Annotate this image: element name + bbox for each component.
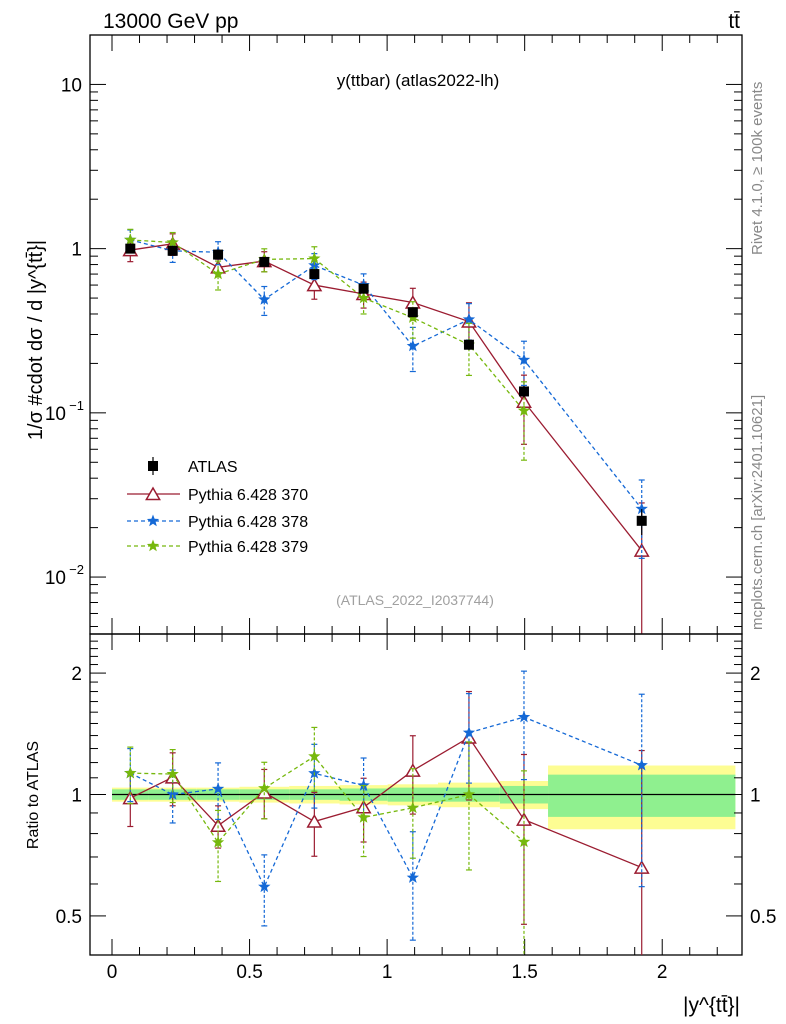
ratio-series-marker <box>462 788 476 800</box>
data-point <box>407 307 418 318</box>
ratio-series-marker <box>166 767 179 780</box>
ratio-series-marker <box>166 788 179 800</box>
ratio-y-tick-label-right: 1 <box>750 786 761 807</box>
header-left-label: 13000 GeV pp <box>103 10 238 33</box>
ratio-series-marker <box>635 758 648 771</box>
series-marker <box>166 236 179 248</box>
ratio-series-marker <box>462 726 476 738</box>
series-marker <box>517 404 531 416</box>
ratio-series-marker <box>357 811 370 823</box>
x-tick-label: 1 <box>382 962 393 983</box>
series-marker <box>308 258 321 271</box>
ratio-series-line <box>130 716 642 889</box>
data-point <box>259 256 270 267</box>
series-marker <box>211 267 225 280</box>
data-point <box>125 243 136 254</box>
ratio-series-marker <box>517 710 531 723</box>
ratio-series-marker <box>258 880 271 893</box>
legend-label: Pythia 6.428 379 <box>188 539 308 556</box>
series-0 <box>122 233 650 634</box>
ratio-series-marker <box>406 871 419 883</box>
y-axis-label: 1/σ #cdot dσ / d |y^{tt̄}| <box>25 240 47 440</box>
data-point <box>518 386 529 397</box>
legend-marker <box>146 514 160 527</box>
header-right-label: tt̄ <box>728 10 740 33</box>
series-marker <box>306 277 323 292</box>
ratio-y-tick-label-right: 0.5 <box>750 907 776 928</box>
y-tick-exponent: −1 <box>69 398 84 413</box>
legend-marker <box>145 486 161 501</box>
ratio-series-marker <box>124 766 137 779</box>
ratio-series-line <box>130 736 642 869</box>
ratio-y-tick-label: 0.5 <box>56 907 82 928</box>
legend-label: Pythia 6.428 370 <box>188 487 308 504</box>
ratio-y-axis-label: Ratio to ATLAS <box>25 741 42 849</box>
x-tick-label: 0 <box>107 962 118 983</box>
ratio-y-tick-label: 1 <box>71 786 82 807</box>
ratio-series-marker <box>517 835 531 848</box>
series-marker <box>258 293 271 305</box>
ratio-y-tick-label: 2 <box>71 664 82 685</box>
series-marker <box>635 502 648 515</box>
ratio-y-tick-label-right: 2 <box>750 664 761 685</box>
x-tick-label: 2 <box>657 962 668 983</box>
series-marker <box>357 291 370 304</box>
data-point <box>463 339 474 350</box>
y-tick-label: 10 <box>45 568 66 589</box>
y-tick-label: 1 <box>71 240 82 261</box>
series-marker <box>124 233 137 246</box>
series-marker <box>406 339 419 352</box>
data-point <box>309 269 320 280</box>
series-marker <box>308 252 321 264</box>
chart-title: y(ttbar) (atlas2022-lh) <box>337 71 500 90</box>
ratio-series-marker <box>406 801 419 814</box>
data-point <box>213 249 224 260</box>
data-point <box>167 245 178 256</box>
x-axis-label: |y^{tt̄}| <box>683 994 740 1017</box>
ratio-series-marker <box>211 835 225 848</box>
rivet-version-label: Rivet 4.1.0, ≥ 100k events <box>749 82 766 255</box>
ratio-series-marker <box>516 812 532 826</box>
legend-label: Pythia 6.428 378 <box>188 514 308 531</box>
ratio-series-marker <box>308 749 321 762</box>
data-point <box>636 515 647 526</box>
ratio-series-marker <box>211 782 225 795</box>
data-points <box>125 243 647 535</box>
legend-label-atlas: ATLAS <box>188 459 238 476</box>
ratio-series-marker <box>306 813 323 828</box>
data-point <box>358 283 369 294</box>
ratio-series-marker <box>633 860 650 874</box>
x-tick-label: 1.5 <box>511 962 537 983</box>
y-tick-label: 10 <box>45 404 66 425</box>
watermark-label: (ATLAS_2022_I2037744) <box>336 592 494 608</box>
ratio-panel: 0 0.5 1 1.5 2 2 2 1 1 0.5 0.5 <box>56 633 776 983</box>
series-line <box>130 243 643 551</box>
ratio-series-2 <box>124 726 531 955</box>
legend-marker <box>146 539 160 552</box>
series-marker <box>462 313 476 325</box>
series-marker <box>517 353 531 366</box>
legend: ATLAS Pythia 6.428 370 Pythia 6.428 378 Pyt… <box>127 457 308 556</box>
mcplots-label: mcplots.cern.ch [arXiv:2401.10621] <box>749 395 766 630</box>
ratio-series-marker <box>258 781 271 794</box>
series-1 <box>124 229 648 559</box>
series-line <box>130 239 643 510</box>
y-tick-exponent: −2 <box>69 562 84 577</box>
x-tick-label: 0.5 <box>236 962 262 983</box>
y-tick-label: 10 <box>61 75 82 96</box>
ratio-series-marker <box>357 779 370 791</box>
